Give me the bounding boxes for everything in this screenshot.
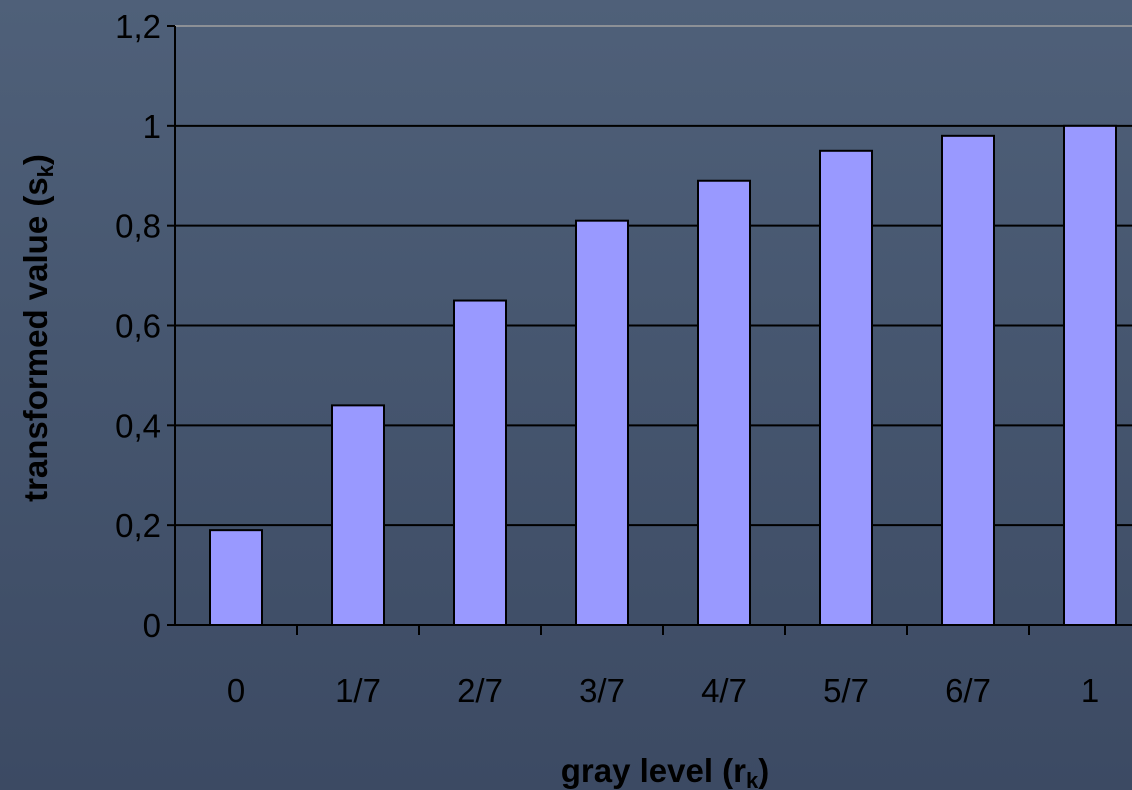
x-axis-title: gray level (rk)	[561, 752, 770, 790]
x-axis-title-close: )	[758, 752, 769, 789]
x-tick-label: 1	[1081, 672, 1099, 709]
x-tick-label: 3/7	[579, 672, 625, 709]
y-tick-label: 0,8	[115, 208, 161, 245]
bar	[331, 404, 385, 626]
bar	[697, 179, 751, 626]
bar	[941, 134, 995, 626]
bar	[209, 529, 263, 626]
bar	[1063, 124, 1117, 626]
x-axis-title-text: gray level (r	[561, 752, 746, 789]
bar	[575, 219, 629, 627]
x-tick-label: 1/7	[335, 672, 381, 709]
bars	[209, 124, 1117, 627]
y-tick-label: 0,6	[115, 308, 161, 345]
y-tick-label: 1,2	[115, 8, 161, 45]
x-tick-label: 4/7	[701, 672, 747, 709]
y-tick-label: 1	[143, 108, 161, 145]
axes	[174, 26, 1132, 626]
y-axis-title-subscript: k	[33, 164, 58, 177]
x-tick-label: 2/7	[457, 672, 503, 709]
x-tick-label: 5/7	[823, 672, 869, 709]
y-tick-label: 0,4	[115, 407, 161, 444]
x-tick-labels: 0 1/7 2/7 3/7 4/7 5/7 6/7 1	[227, 672, 1099, 709]
y-tick-labels: 0 0,2 0,4 0,6 0,8 1 1,2	[115, 8, 161, 644]
x-axis-title-subscript: k	[746, 768, 759, 790]
x-tick-label: 0	[227, 672, 245, 709]
y-tick-label: 0	[143, 607, 161, 644]
x-tick-label: 6/7	[945, 672, 991, 709]
y-axis-title-text: transformed value (s	[17, 177, 54, 502]
bar	[819, 149, 873, 627]
bar	[453, 299, 507, 626]
y-tick-label: 0,2	[115, 507, 161, 544]
y-axis-title: transformed value (sk)	[17, 154, 58, 502]
y-axis-title-close: )	[17, 154, 54, 165]
